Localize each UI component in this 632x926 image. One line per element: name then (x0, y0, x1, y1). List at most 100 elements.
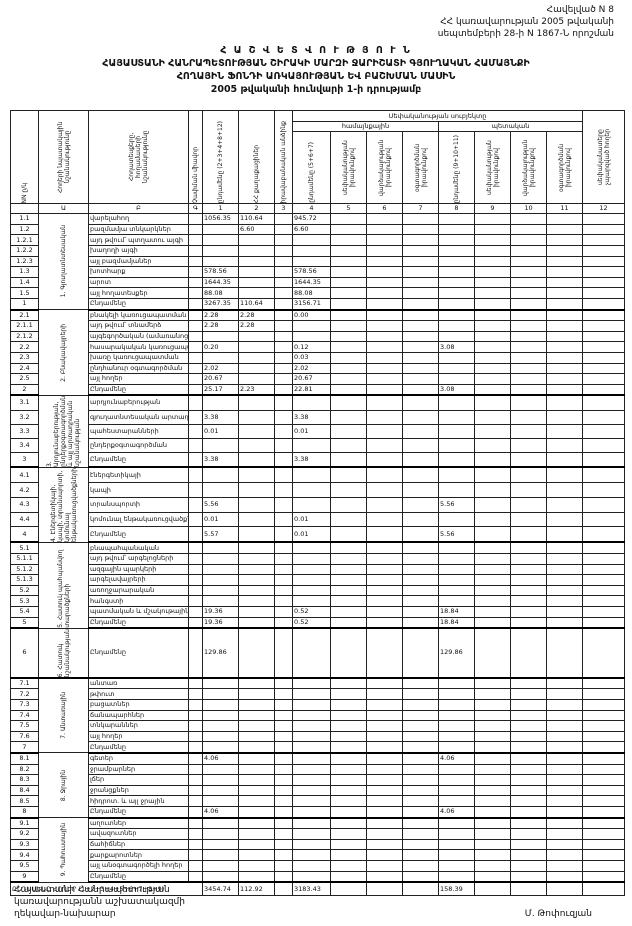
value-cell (474, 213, 511, 225)
value-cell (510, 752, 547, 765)
value-cell (474, 595, 511, 607)
value-cell (474, 451, 511, 469)
value-cell (510, 309, 547, 322)
table-row: 9.5 այլ անօգտագործելի հողեր (10, 859, 626, 872)
value-cell (510, 255, 547, 268)
value-cell (366, 784, 403, 797)
value-cell (330, 616, 367, 630)
row-number: 9.4 (10, 849, 39, 861)
value-cell (510, 223, 547, 236)
value-cell (402, 574, 439, 586)
value-cell (292, 595, 331, 607)
row-number: 8.2 (10, 763, 39, 776)
value-cell (292, 849, 331, 861)
value-cell (510, 373, 547, 385)
land-type: այդ թվում՝ տնամերձ (88, 320, 189, 332)
value-cell (402, 409, 439, 425)
land-type: անտառ (88, 677, 189, 690)
value-cell (582, 805, 626, 819)
value-cell: 945.72 (292, 213, 331, 225)
rotated-text: Հողերի նպատակային նշանակությունը (56, 121, 71, 193)
value-cell (402, 526, 439, 544)
column-header: Հողերի նպատակային նշանակությունը (38, 109, 89, 205)
value-cell (202, 688, 239, 700)
value-cell (582, 351, 626, 364)
table-row: 5.1.3 արգելավայրերի (10, 574, 626, 586)
value-cell (545, 244, 584, 257)
value-cell (402, 213, 439, 225)
value-cell (474, 482, 511, 498)
value-cell (274, 870, 293, 884)
value-cell (330, 838, 367, 851)
table-row: 5.4 պատմական և մշակութային 19.36 0.52 18.84 (10, 605, 626, 618)
value-cell (238, 741, 275, 754)
value-cell (474, 849, 511, 861)
value-cell (238, 373, 275, 385)
value-cell (274, 677, 293, 690)
land-type: բնակելի կառուցապատման (88, 309, 189, 322)
value-cell (330, 409, 367, 425)
value-cell (402, 563, 439, 576)
value-cell (438, 213, 475, 225)
value-cell (330, 266, 367, 278)
table-row: 9.2 ավազուտներ (10, 828, 626, 840)
value-cell (402, 605, 439, 618)
value-cell (292, 784, 331, 797)
table-row: 4.2 կապի (10, 482, 626, 498)
value-cell (274, 297, 293, 311)
value-cell (402, 838, 439, 851)
value-cell (366, 677, 403, 690)
annex-note: Հավելված N 8 ՀՀ կառավարության 2005 թվակա… (438, 4, 614, 40)
value-cell (545, 541, 584, 554)
value-cell (330, 828, 367, 840)
value-cell (438, 409, 475, 425)
value-cell: 110.64 (238, 297, 275, 311)
value-cell (474, 330, 511, 343)
value-cell (582, 817, 626, 830)
value-cell (366, 244, 403, 257)
value-cell (292, 817, 331, 830)
value-cell: 6.60 (292, 223, 331, 236)
table-row: 9.1 9. Պահուստային աղուտներ (10, 817, 626, 883)
value-cell (510, 383, 547, 397)
table-row: 7.1 7. Անտառային անտառ (10, 677, 626, 754)
row-number: 7.1 (10, 677, 39, 690)
value-cell (202, 541, 239, 554)
value-cell (330, 437, 367, 453)
group-name: 6. Հատուկ նշանակության (38, 627, 89, 679)
value-cell (438, 244, 475, 257)
value-cell (366, 870, 403, 884)
land-type: արոտ (88, 276, 189, 289)
value-cell (202, 730, 239, 743)
value-cell (545, 752, 584, 765)
value-cell (202, 677, 239, 690)
value-cell (274, 351, 293, 364)
value-cell (330, 213, 367, 225)
value-cell (330, 563, 367, 576)
value-cell (238, 409, 275, 425)
row-number: 8.4 (10, 784, 39, 797)
land-type: խոտհարք (88, 266, 189, 278)
value-cell: 22.81 (292, 383, 331, 397)
row-number: 5 (10, 616, 39, 630)
row-number: 5.4 (10, 605, 39, 618)
value-cell (402, 795, 439, 807)
row-number: 9.5 (10, 859, 39, 872)
value-cell (366, 752, 403, 765)
column-header: սեփականատերը չպարզված հողեր (582, 109, 626, 205)
land-type: պատմական և մշակութային (88, 605, 189, 618)
total-value: 3183.43 (292, 881, 331, 897)
value-cell (238, 838, 275, 851)
land-type: հիդրոտ. և այլ ջրային (88, 795, 189, 807)
value-cell (510, 552, 547, 565)
land-type: ճահիճներ (88, 838, 189, 851)
value-cell (438, 466, 475, 484)
land-type: Ընդամենը (88, 297, 189, 311)
title-line: 2005 թվականի հունվարի 1-ի դրությամբ (210, 84, 422, 95)
value-cell (274, 409, 293, 425)
row-number: 1.3 (10, 266, 39, 278)
value-cell (438, 774, 475, 786)
value-cell (292, 584, 331, 597)
table-body: Ա Բ Գ 1 2 3 4 5 6 7 8 9 10 11 12 1.1 1. Գյուղատնտեսական վ… (10, 203, 626, 897)
value-cell (330, 859, 367, 872)
